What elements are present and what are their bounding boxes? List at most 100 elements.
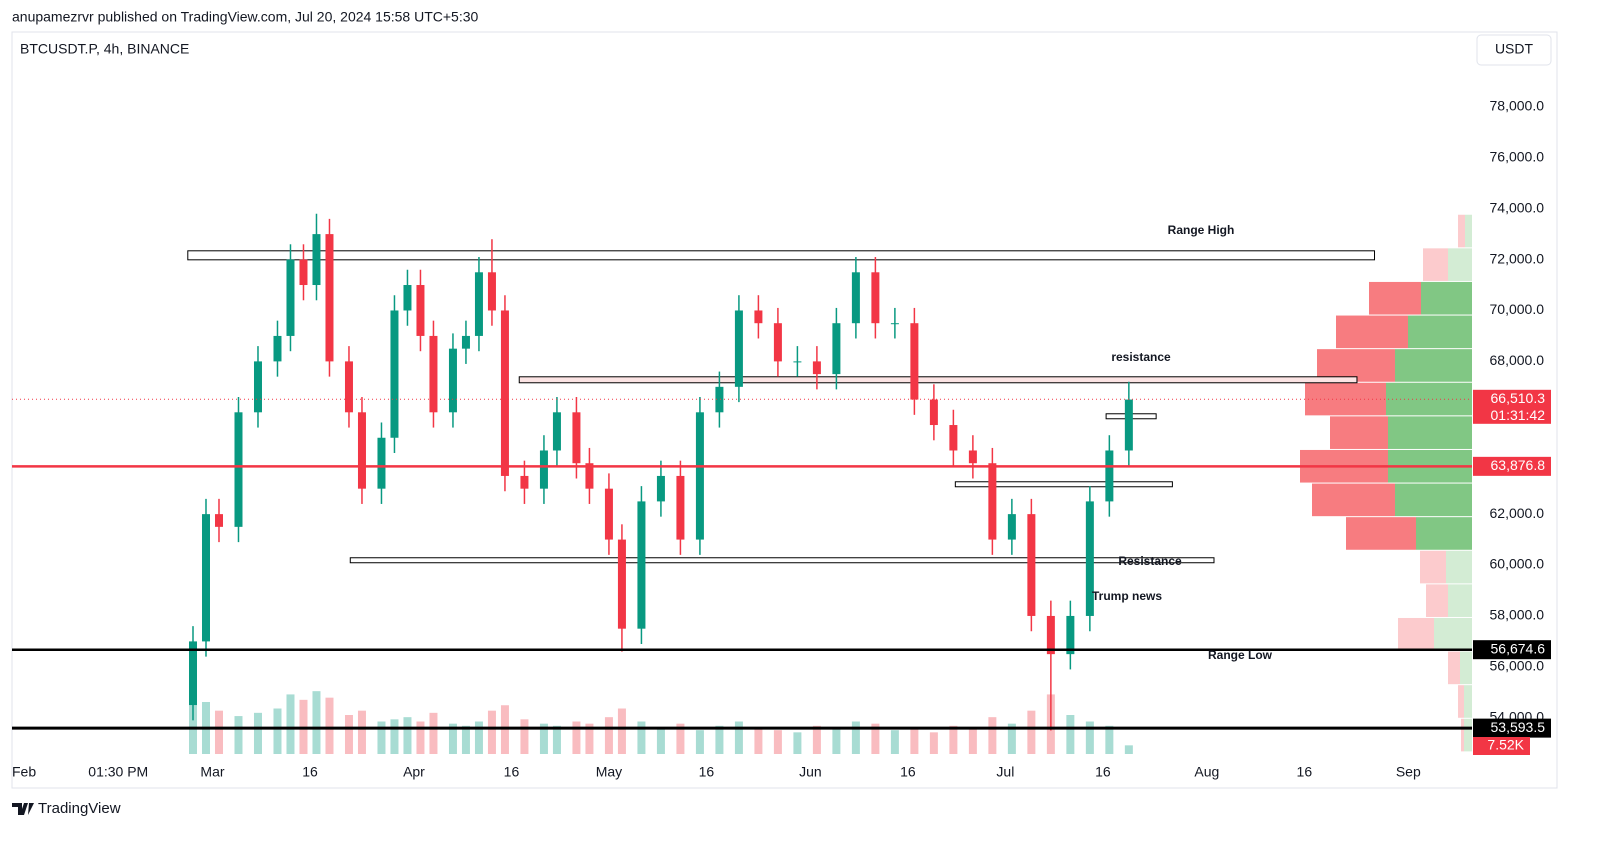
annotation: Resistance <box>1118 554 1182 568</box>
profile-sell <box>1420 550 1446 584</box>
profile-sell <box>1461 718 1464 752</box>
symbol: BTCUSDT.P, 4h, BINANCE <box>20 41 189 57</box>
volume-bar <box>734 721 743 754</box>
x-tick-label: 16 <box>699 764 715 780</box>
candle-body <box>448 348 457 413</box>
price-badge <box>1473 718 1551 738</box>
volume-bar <box>344 715 353 754</box>
volume-bar <box>793 732 802 754</box>
profile-sell <box>1312 483 1395 517</box>
y-tick-label: 62,000.0 <box>1490 505 1545 521</box>
volume-bar <box>968 728 977 754</box>
volume-bar <box>312 691 321 754</box>
volume-bar <box>832 728 841 754</box>
profile-buy <box>1395 349 1472 382</box>
profile-sell <box>1458 214 1465 248</box>
x-tick-label: 16 <box>1297 764 1313 780</box>
price-badge <box>1473 640 1551 660</box>
candle-body <box>201 514 210 642</box>
candle-body <box>793 361 802 363</box>
x-tick-label: Aug <box>1194 764 1219 780</box>
candle-body <box>253 361 262 413</box>
candle-body <box>325 234 334 362</box>
y-tick-label: 56,000.0 <box>1490 658 1545 674</box>
price-badge <box>1473 389 1551 424</box>
volume-bar <box>520 719 529 754</box>
price-badge-label: 66,510.3 <box>1491 390 1546 406</box>
range-box <box>954 481 1173 488</box>
currency[interactable]: USDT <box>1495 41 1534 57</box>
annotation: resistance <box>1111 350 1171 364</box>
profile-buy <box>1464 685 1472 718</box>
candle-body <box>461 335 470 349</box>
candle-body <box>754 310 763 324</box>
candle-body <box>188 641 197 706</box>
candle-body <box>474 272 483 336</box>
volume-bar <box>604 717 613 754</box>
candle-body <box>1046 615 1055 655</box>
candle-body <box>286 259 295 336</box>
candle-body <box>1066 615 1075 655</box>
volume-bar <box>812 725 821 754</box>
profile-buy <box>1421 281 1472 315</box>
volume-bar <box>474 721 483 754</box>
price-badge <box>1473 456 1551 476</box>
y-tick-label: 76,000.0 <box>1490 148 1545 164</box>
candle-body <box>617 539 626 629</box>
candle-body <box>234 412 243 527</box>
annotation: Range High <box>1168 223 1235 237</box>
y-tick-label: 70,000.0 <box>1490 301 1545 317</box>
profile-sell <box>1398 617 1434 651</box>
profile-buy <box>1446 550 1472 584</box>
volume-bar <box>461 725 470 754</box>
profile-buy <box>1448 584 1472 617</box>
profile-buy <box>1448 248 1472 281</box>
candle-body <box>734 310 743 387</box>
y-tick-label: 60,000.0 <box>1490 556 1545 572</box>
candle-body <box>1124 399 1133 451</box>
volume-bar <box>637 721 646 754</box>
profile-sell <box>1448 651 1460 685</box>
volume-bar <box>390 719 399 754</box>
volume-bar <box>910 728 919 754</box>
volume-bar <box>188 689 197 754</box>
candle-body <box>585 463 594 489</box>
y-tick-label: 74,000.0 <box>1490 199 1545 215</box>
candle-body <box>968 450 977 464</box>
candle-body <box>520 475 529 489</box>
profile-buy <box>1416 517 1472 550</box>
volume-bar <box>487 710 496 754</box>
profile-buy <box>1460 651 1472 685</box>
volume-bar <box>429 712 438 754</box>
candle-body <box>695 412 704 540</box>
price-badge-label: 53,593.5 <box>1491 719 1546 735</box>
brand: TradingView <box>38 800 121 817</box>
candle-body <box>487 272 496 311</box>
plot <box>187 213 1472 754</box>
volume-bar <box>377 721 386 754</box>
volume-bar <box>1105 725 1114 754</box>
profile-buy <box>1465 214 1472 248</box>
volume-bar <box>754 728 763 754</box>
candle-body <box>403 285 412 311</box>
volume-bar <box>851 721 860 754</box>
y-tick-label: 68,000.0 <box>1490 352 1545 368</box>
volume-bar <box>572 721 581 754</box>
volume-bar <box>357 710 366 754</box>
volume-badge <box>1473 737 1530 755</box>
volume-bar <box>695 730 704 754</box>
candle-body <box>312 234 321 286</box>
countdown: 01:31:42 <box>1491 407 1546 423</box>
candle-body <box>273 335 282 362</box>
x-tick-label: 01:30 PM <box>88 764 148 780</box>
candle-body <box>344 361 353 413</box>
x-tick-label: Jun <box>799 764 822 780</box>
y-tick-label: 58,000.0 <box>1490 607 1545 623</box>
volume-bar <box>656 728 665 754</box>
volume-bar <box>1007 723 1016 754</box>
volume-bar <box>253 712 262 754</box>
annotation: Range Low <box>1208 648 1273 662</box>
currency-button[interactable] <box>1476 34 1552 66</box>
candle-body <box>552 412 561 451</box>
